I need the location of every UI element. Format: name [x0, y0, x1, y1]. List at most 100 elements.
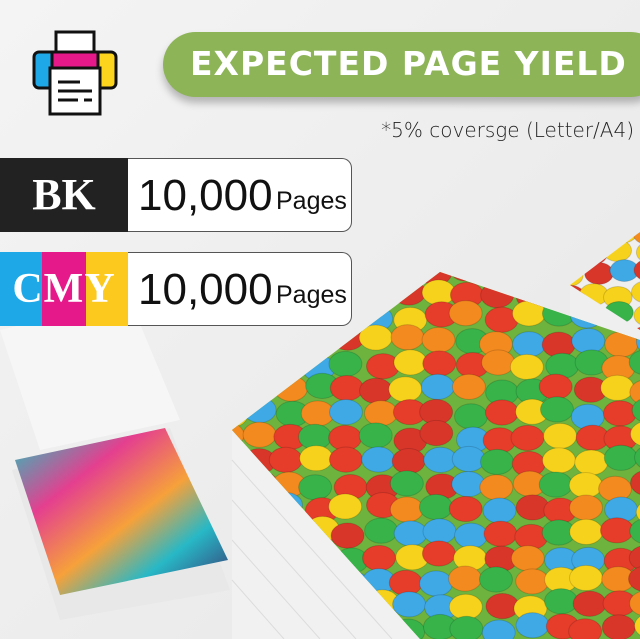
- coverage-note: *5% coversge (Letter/A4): [381, 118, 634, 142]
- candy: [419, 419, 454, 447]
- candy: [392, 591, 427, 618]
- candy: [422, 350, 457, 377]
- candy: [303, 329, 338, 356]
- candy: [274, 354, 309, 381]
- candy: [570, 239, 582, 263]
- candy: [361, 446, 396, 473]
- candy: [480, 282, 515, 309]
- candy: [240, 372, 275, 399]
- candy: [451, 445, 486, 473]
- candy: [448, 300, 483, 327]
- candy: [544, 588, 579, 615]
- candy: [584, 262, 614, 285]
- candy: [451, 373, 486, 400]
- candy: [388, 376, 423, 403]
- candy: [578, 242, 608, 266]
- candy: [364, 517, 399, 544]
- candy: [510, 545, 545, 572]
- candy: [482, 497, 517, 524]
- left-stack-photo: [15, 428, 228, 595]
- candy: [635, 240, 640, 264]
- candy: [483, 520, 518, 547]
- candy: [328, 446, 363, 473]
- printer-icon: [32, 30, 118, 116]
- candy: [390, 324, 425, 351]
- yield-row-bk: BK 10,000 Pages: [0, 158, 352, 232]
- candy: [481, 349, 516, 376]
- candy: [422, 518, 457, 545]
- candy: [635, 328, 640, 356]
- candy: [635, 499, 640, 526]
- candy: [232, 348, 246, 375]
- candy: [628, 349, 640, 376]
- candy: [421, 279, 456, 306]
- candy: [633, 303, 640, 327]
- candy: [633, 258, 640, 282]
- candy: [328, 493, 363, 520]
- candy: [568, 564, 603, 592]
- candy: [569, 494, 604, 521]
- candy: [629, 420, 640, 448]
- candy: [359, 377, 394, 404]
- candy: [478, 566, 513, 593]
- candy: [634, 444, 640, 471]
- candy: [329, 375, 364, 402]
- candy: [454, 403, 489, 430]
- yellow-swatch: [86, 252, 128, 326]
- candy: [389, 496, 424, 523]
- candy: [242, 396, 277, 424]
- candy: [629, 379, 640, 406]
- candy: [628, 565, 640, 592]
- candy: [510, 424, 545, 452]
- candy: [448, 593, 483, 620]
- yield-row-cmy: CMY 10,000 Pages: [0, 252, 352, 326]
- cmy-value-box: 10,000 Pages: [128, 252, 352, 326]
- candy: [330, 522, 365, 549]
- candy: [358, 422, 393, 449]
- candy: [545, 272, 580, 282]
- candy: [232, 401, 249, 428]
- candy: [479, 272, 514, 282]
- magenta-swatch: [42, 252, 86, 326]
- candy: [480, 448, 515, 476]
- candy: [570, 263, 584, 287]
- candy: [454, 522, 489, 549]
- candy: [631, 280, 640, 304]
- candy: [242, 421, 277, 448]
- candy: [515, 568, 550, 595]
- candy: [391, 279, 426, 306]
- candy: [242, 353, 277, 380]
- candy: [541, 447, 576, 474]
- candy: [580, 232, 610, 242]
- candy: [298, 474, 333, 501]
- candy: [602, 400, 637, 427]
- candy: [393, 520, 428, 547]
- candy: [543, 422, 578, 450]
- candy: [238, 329, 273, 357]
- candy: [629, 518, 640, 545]
- candy: [513, 272, 548, 281]
- candy: [328, 399, 363, 426]
- candy: [328, 350, 363, 378]
- candy: [419, 570, 454, 597]
- candy: [448, 495, 483, 523]
- candy: [568, 618, 603, 639]
- candy: [599, 517, 634, 544]
- candy: [389, 470, 424, 497]
- candy: [538, 373, 573, 400]
- candy: [572, 590, 607, 617]
- candy: [449, 615, 484, 639]
- candy: [420, 373, 455, 400]
- title-banner: [163, 32, 640, 97]
- candy: [232, 375, 245, 402]
- banner-title: EXPECTED PAGE YIELD: [190, 44, 627, 83]
- candy: [602, 239, 633, 262]
- candy: [448, 272, 483, 282]
- cmy-unit: Pages: [276, 281, 347, 309]
- candy: [365, 278, 400, 305]
- candy: [418, 493, 453, 521]
- candy: [568, 472, 603, 499]
- candy: [634, 612, 640, 639]
- candy: [629, 469, 640, 497]
